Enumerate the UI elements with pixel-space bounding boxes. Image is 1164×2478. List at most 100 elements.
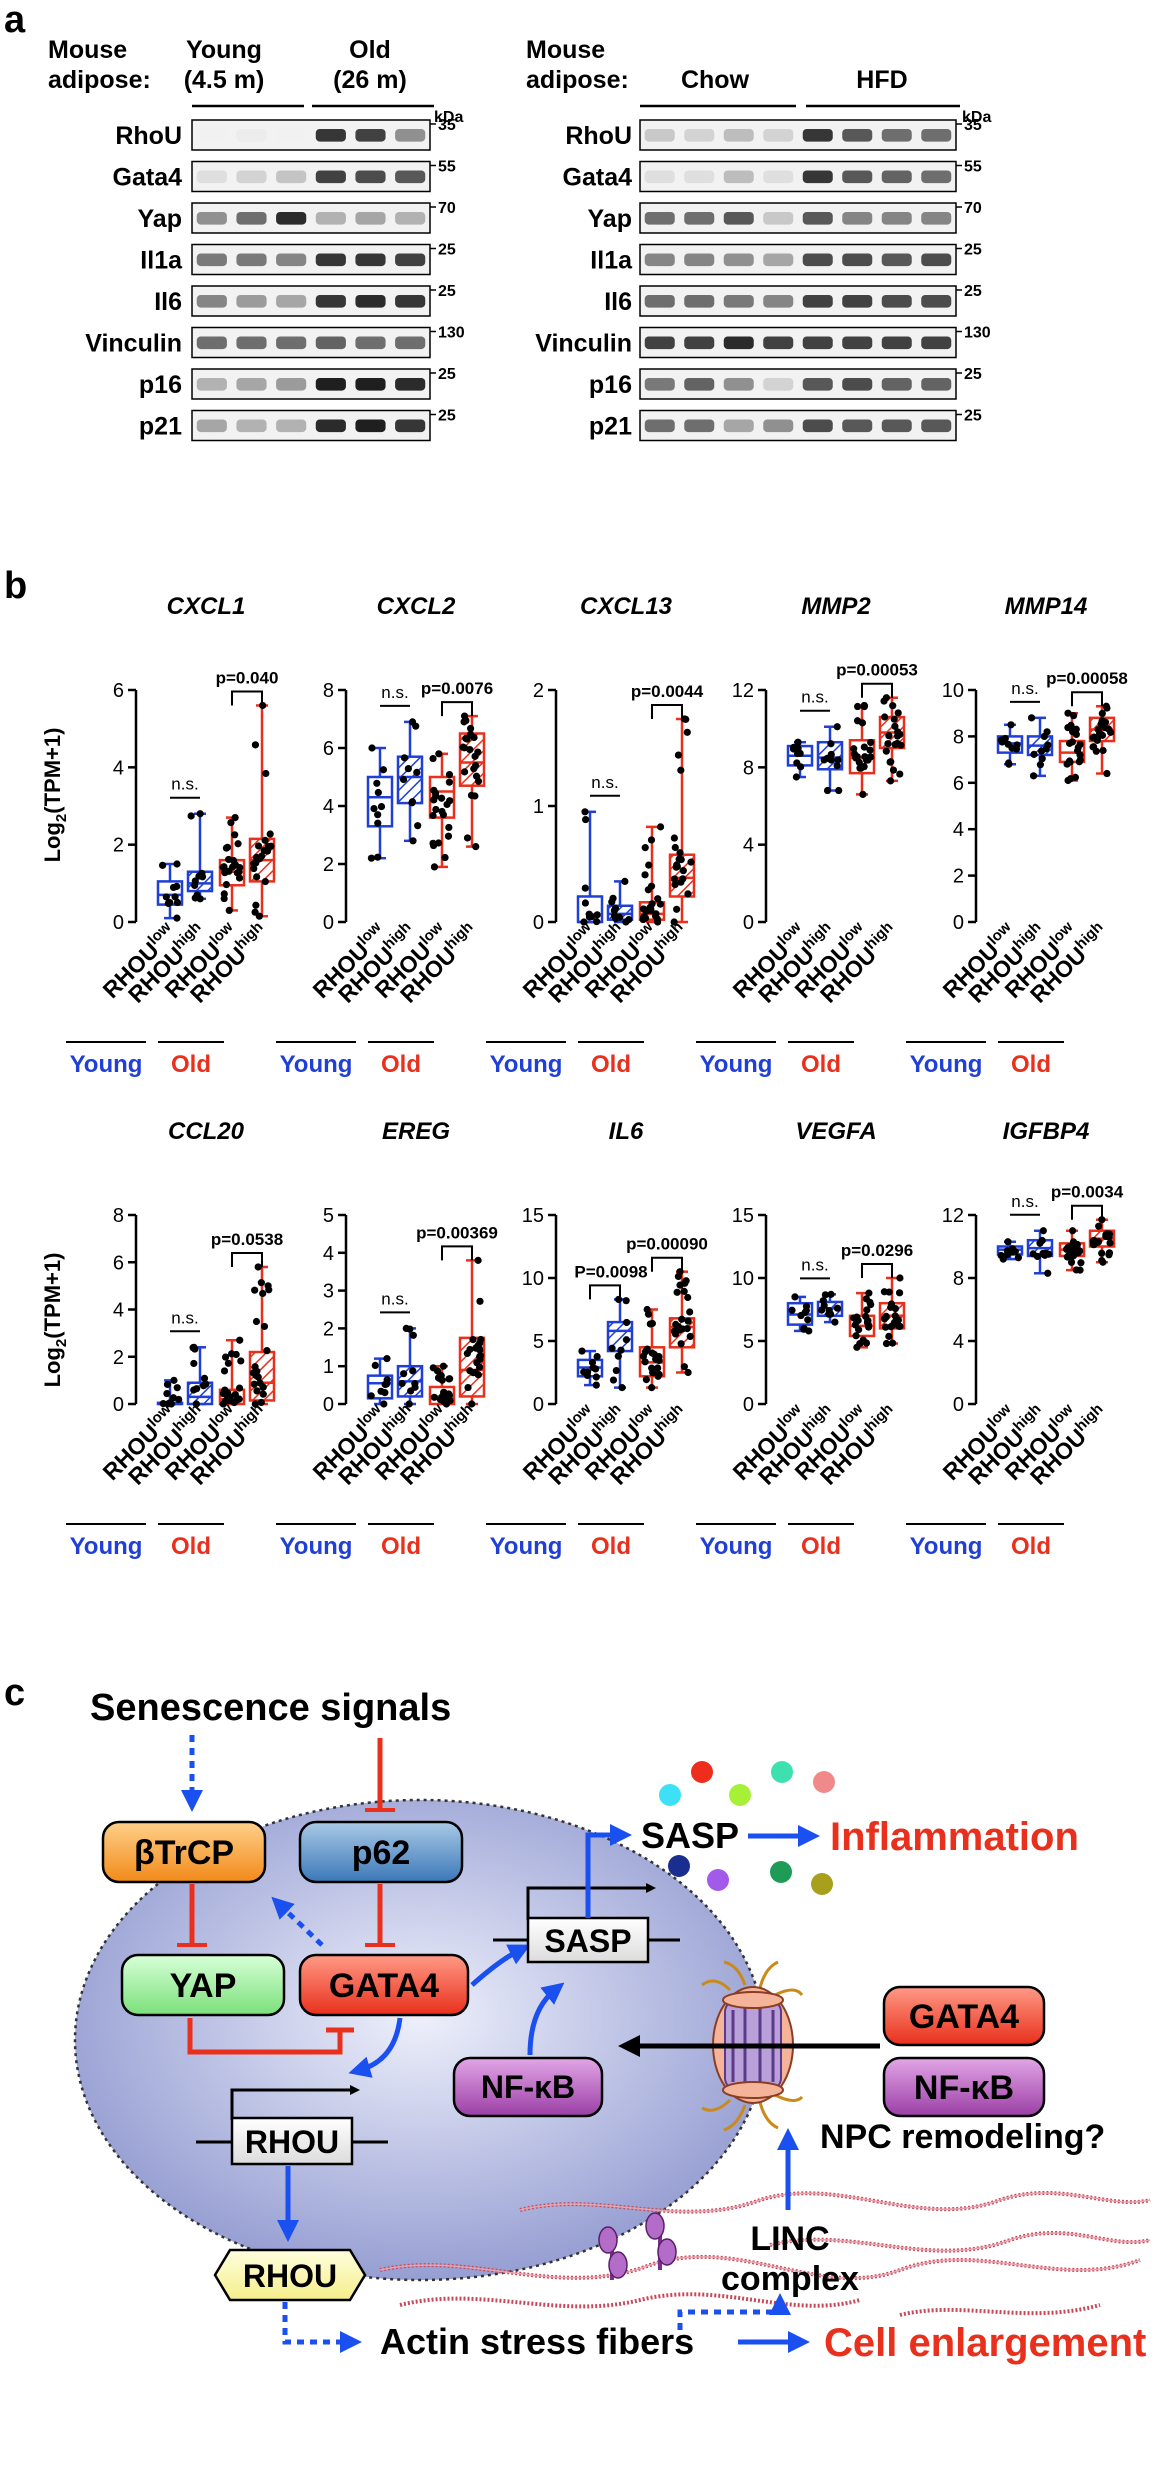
box-old-low (638, 1305, 666, 1392)
sasp-secretion-arrow (585, 1824, 632, 1918)
y-tick-label: 2 (533, 680, 544, 702)
data-point (862, 1295, 870, 1303)
panel-a-letter: a (4, 0, 26, 41)
sasp-gene-label: SASP (544, 1923, 631, 1959)
data-point (894, 728, 902, 736)
y-tick-label: 4 (953, 1331, 964, 1353)
ns-label: n.s. (171, 775, 198, 794)
data-point (647, 836, 656, 844)
data-point (888, 1339, 897, 1347)
data-point (881, 713, 889, 721)
data-point (171, 893, 179, 901)
left-blot-strip (191, 368, 431, 400)
data-point (262, 769, 270, 778)
right-protein-label: Il1a (590, 247, 633, 275)
old-group-label: Old (591, 1533, 631, 1560)
data-point (228, 1350, 236, 1358)
data-point (191, 894, 199, 902)
data-point (895, 1289, 904, 1297)
right-blot-band (684, 336, 715, 350)
data-point (593, 1352, 601, 1361)
right-blot-band (881, 419, 912, 433)
old-significance-bracket (861, 682, 893, 698)
right-blot-band (921, 419, 952, 433)
left-blot-band (276, 336, 307, 350)
young-significance-bracket (589, 1284, 621, 1300)
data-point (222, 880, 231, 889)
left-blot-band (196, 336, 227, 350)
data-point (1004, 1238, 1012, 1246)
data-point (430, 863, 439, 871)
right-blot-band (644, 212, 675, 225)
left-blot-band (355, 419, 386, 433)
box-old-low (428, 750, 456, 871)
panel-b-letter: b (4, 565, 27, 607)
box-old-low (1058, 1227, 1086, 1274)
right-protein-label: p21 (589, 413, 632, 441)
p-value-label: p=0.00090 (626, 1235, 708, 1254)
right-protein-label: Il6 (604, 288, 632, 316)
ns-label: n.s. (381, 1289, 408, 1308)
left-protein-label: Vinculin (85, 330, 182, 358)
data-point (860, 702, 868, 711)
left-blot-band (276, 419, 307, 433)
left-blot-band (276, 129, 307, 142)
left-blot-strip (191, 119, 431, 151)
box-plot-ccl20: CCL2002468p=0.0538n.s.RHOUlowRHOUhighRHO… (66, 1118, 283, 1560)
y-tick-label: 2 (113, 1347, 124, 1369)
right-protein-label: Gata4 (563, 164, 633, 192)
data-point (429, 754, 437, 763)
right-group-hfd: HFD (856, 66, 907, 94)
data-point (476, 1352, 484, 1361)
data-point (466, 1345, 474, 1354)
data-point (684, 1317, 692, 1325)
left-protein-label: Gata4 (113, 164, 183, 192)
box-young-high (396, 718, 424, 845)
senescence-signals-label: Senescence signals (90, 1687, 451, 1729)
data-point (437, 1371, 445, 1380)
box-old-low (1058, 709, 1086, 785)
data-point (880, 697, 888, 705)
data-point (220, 890, 228, 898)
data-point (225, 855, 233, 864)
data-point (374, 788, 382, 797)
data-point (622, 1336, 631, 1344)
left-blot-strip (191, 202, 431, 234)
right-blot-band (842, 212, 873, 225)
data-point (1098, 1256, 1106, 1265)
y-tick-label: 1 (533, 796, 544, 818)
chart-title: CXCL2 (377, 593, 456, 620)
data-point (882, 1323, 890, 1331)
left-protein-label: RhoU (115, 122, 182, 150)
left-blot-band (196, 129, 227, 142)
data-point (863, 1306, 871, 1314)
data-point (1066, 739, 1074, 747)
inflammation-label: Inflammation (830, 1815, 1079, 1859)
data-point (892, 1316, 900, 1324)
data-point (644, 1310, 653, 1318)
old-group-label: Old (381, 1533, 421, 1560)
gata4-to-rhou-arrow (348, 2017, 403, 2078)
right-blot-band (921, 295, 952, 308)
data-point (227, 819, 235, 827)
data-point (611, 904, 620, 912)
box-old-high (458, 712, 486, 851)
data-point (1067, 1258, 1076, 1266)
data-point (251, 1286, 259, 1294)
data-point (865, 1289, 873, 1297)
data-point (578, 1347, 586, 1355)
data-point (412, 722, 420, 730)
data-point (374, 853, 382, 861)
data-point (1089, 1241, 1098, 1249)
data-point (173, 860, 181, 868)
data-point (225, 906, 233, 915)
data-point (1077, 1259, 1085, 1267)
right-blot-band (723, 295, 754, 308)
data-point (250, 1380, 258, 1388)
ns-label: n.s. (381, 683, 408, 702)
data-point (1068, 1252, 1077, 1260)
data-point (1038, 1236, 1046, 1245)
left-blot-band (355, 253, 386, 267)
p-value-label: p=0.00369 (416, 1223, 498, 1242)
data-point (173, 914, 181, 922)
